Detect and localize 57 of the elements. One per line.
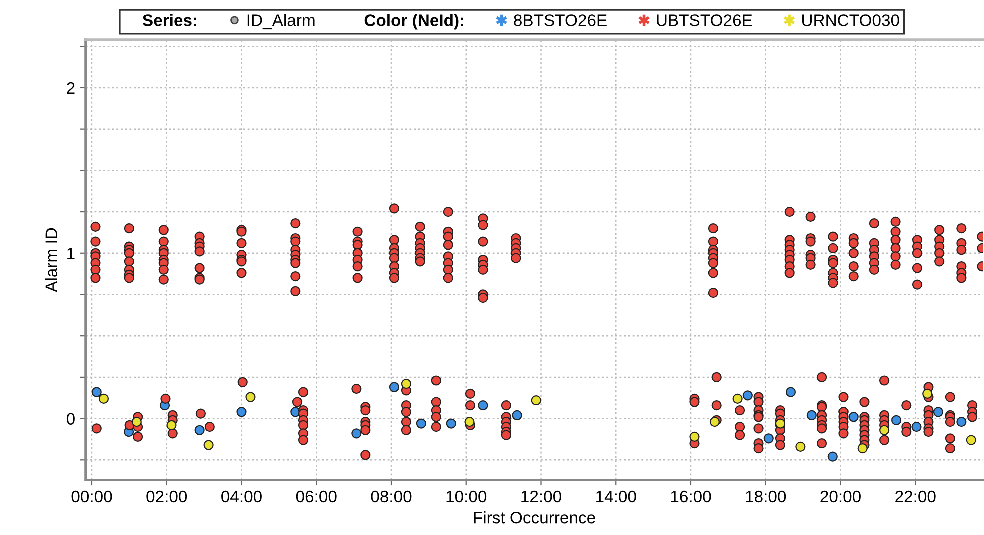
point	[478, 400, 488, 411]
point	[922, 388, 933, 400]
y-tick-label: 2	[67, 82, 75, 94]
point	[858, 444, 868, 454]
legend-label: UBTSTO26E	[657, 14, 752, 26]
x-tick-label: 00:00	[72, 490, 112, 503]
legend-label: 8BTSTO26E	[514, 14, 607, 26]
x-tick-label: 08:00	[371, 490, 412, 503]
point	[891, 415, 902, 426]
point	[401, 379, 412, 390]
point	[464, 417, 475, 428]
point	[742, 390, 753, 401]
point	[512, 410, 522, 421]
point	[806, 410, 817, 421]
point	[194, 425, 205, 436]
x-tick-label: 22:00	[896, 490, 936, 503]
x-tick-label: 06:00	[296, 490, 337, 503]
y-tick-label: 0	[66, 413, 75, 425]
point	[828, 452, 838, 462]
x-tick-label: 14:00	[596, 490, 636, 503]
legend-title: Color (NeId):	[364, 14, 464, 30]
point	[98, 394, 110, 404]
text: ID_Alarm	[248, 14, 315, 30]
y-tick-label: 1	[68, 248, 75, 260]
x-tick-label: 20:00	[820, 490, 861, 503]
point	[956, 417, 967, 428]
x-tick-label: 04:00	[222, 490, 262, 503]
point	[246, 392, 256, 402]
point	[236, 407, 247, 418]
point	[446, 418, 456, 429]
point	[166, 420, 177, 430]
x-axis-title: First Occurrence	[474, 512, 596, 524]
point	[933, 407, 944, 418]
point	[389, 382, 400, 392]
point	[690, 432, 700, 442]
text: Series:	[142, 14, 196, 26]
point	[132, 417, 142, 428]
point	[912, 422, 922, 432]
point	[966, 435, 976, 446]
point	[796, 442, 806, 452]
point	[416, 418, 426, 429]
point	[848, 412, 859, 422]
y-axis-title: Alarm ID	[45, 228, 58, 292]
point	[352, 428, 362, 439]
point	[92, 387, 102, 398]
point	[764, 434, 774, 444]
point	[732, 394, 743, 404]
point	[880, 425, 890, 436]
point	[204, 440, 214, 450]
x-tick-label: 16:00	[671, 490, 712, 503]
x-tick-label: 10:00	[446, 490, 487, 503]
point	[786, 387, 796, 398]
x-tick-label: 12:00	[522, 490, 562, 503]
x-tick-label: 02:00	[146, 490, 188, 503]
legend-label: URNCTO030	[802, 14, 900, 26]
point	[531, 396, 542, 406]
x-tick-label: 18:00	[746, 490, 786, 503]
